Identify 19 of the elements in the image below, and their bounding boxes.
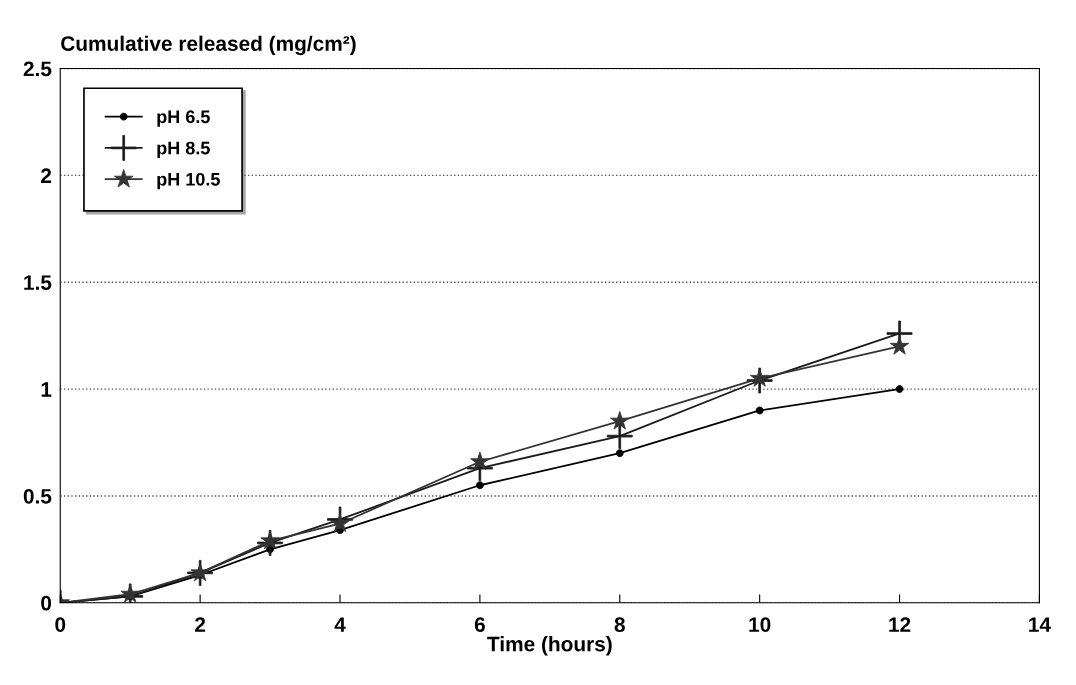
y-tick-label: 1 bbox=[41, 382, 52, 397]
x-tick-label: 0 bbox=[55, 617, 66, 632]
x-tick-label: 14 bbox=[1029, 617, 1051, 632]
y-axis-title: Cumulative released (mg/cm²) bbox=[61, 35, 356, 56]
y-tick-label: 2.5 bbox=[23, 61, 52, 77]
x-tick-label: 6 bbox=[474, 617, 485, 632]
x-tick-label: 4 bbox=[334, 617, 346, 632]
y-tick-label: 2 bbox=[41, 168, 52, 183]
legend-label: pH 8.5 bbox=[157, 141, 210, 158]
x-tick-label: 2 bbox=[195, 617, 206, 632]
x-tick-label: 12 bbox=[889, 617, 911, 632]
x-tick-label: 10 bbox=[749, 617, 771, 632]
legend-label: pH 10.5 bbox=[157, 172, 220, 190]
legend-label: pH 6.5 bbox=[157, 110, 210, 127]
x-axis-title: Time (hours) bbox=[487, 636, 612, 656]
y-tick-label: 0 bbox=[41, 595, 52, 611]
y-tick-label: 1.5 bbox=[24, 275, 52, 290]
x-tick-label: 8 bbox=[614, 617, 625, 632]
y-tick-label: 0.5 bbox=[23, 488, 52, 504]
